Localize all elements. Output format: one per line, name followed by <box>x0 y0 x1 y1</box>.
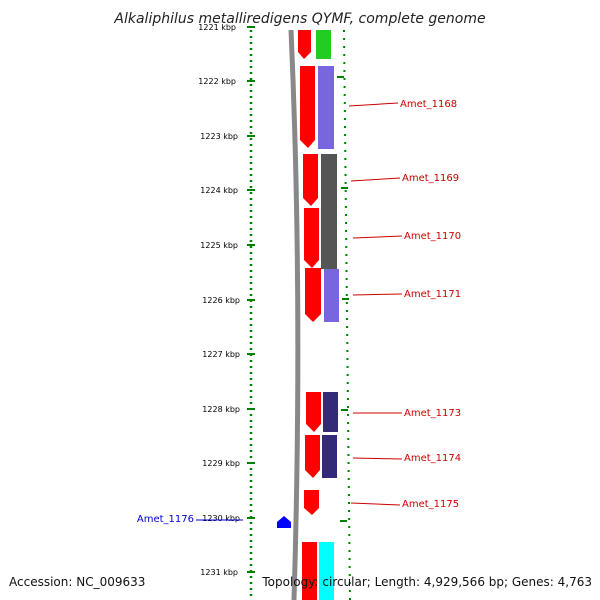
reverse-feature <box>277 516 291 528</box>
gene-label: Amet_1169 <box>402 173 459 184</box>
ruler-tick-label: 1224 kbp <box>200 186 238 195</box>
ruler-tick-label: 1222 kbp <box>198 77 236 86</box>
ruler-tick: 1226 kbp <box>202 296 255 305</box>
gene-label-group: Amet_1168 <box>348 99 457 110</box>
cds-feature <box>306 392 321 432</box>
ruler-tick-label: 1228 kbp <box>202 405 240 414</box>
ruler-tick: 1224 kbp <box>200 186 255 195</box>
gene-labels: Amet_1168 Amet_1169 Amet_1170 Amet_1171 … <box>137 99 461 525</box>
ruler-tick: 1229 kbp <box>202 459 255 468</box>
cog-block-gray <box>321 154 337 269</box>
cog-block-navy <box>322 435 337 478</box>
ruler-tick: 1230 kbp <box>202 514 255 523</box>
ruler-tick-label: 1229 kbp <box>202 459 240 468</box>
cds-feature <box>303 154 318 206</box>
gene-label: Amet_1168 <box>400 99 457 110</box>
cog-block-cyan <box>319 542 334 600</box>
outer-ring <box>343 29 351 600</box>
accession-text: Accession: NC_009633 <box>9 575 145 589</box>
ruler-ticks: 1221 kbp 1222 kbp 1223 kbp 1224 kbp 1225… <box>198 23 255 577</box>
ruler-tick: 1227 kbp <box>202 350 255 359</box>
cds-feature <box>305 435 320 478</box>
ruler-tick-label: 1227 kbp <box>202 350 240 359</box>
ruler-tick-label: 1221 kbp <box>198 23 236 32</box>
gene-label-group: Amet_1169 <box>350 173 459 184</box>
cog-block-purple <box>318 66 334 149</box>
gene-label-group: Amet_1170 <box>352 231 461 242</box>
ruler-tick: 1222 kbp <box>198 77 255 86</box>
ruler-tick: 1221 kbp <box>198 23 255 32</box>
ruler-tick-label: 1230 kbp <box>202 514 240 523</box>
ruler-tick-label: 1225 kbp <box>200 241 238 250</box>
cds-feature <box>305 268 321 322</box>
ruler-tick: 1228 kbp <box>202 405 255 414</box>
outer-ring-ticks <box>337 76 349 522</box>
cog-block-green <box>316 30 331 59</box>
gene-label: Amet_1174 <box>404 453 461 464</box>
gene-label-group: Amet_1173 <box>353 408 461 419</box>
gene-label: Amet_1170 <box>404 231 461 242</box>
gene-label: Amet_1175 <box>402 499 459 510</box>
genome-backbone <box>288 29 301 600</box>
gene-label: Amet_1171 <box>404 289 461 300</box>
cog-block-purple <box>324 269 339 322</box>
gene-label-group-left: Amet_1176 <box>137 514 243 525</box>
cds-feature <box>298 30 311 59</box>
cds-feature <box>304 490 319 515</box>
ruler-tick-label: 1231 kbp <box>200 568 238 577</box>
cds-feature <box>302 542 317 600</box>
ruler-tick-label: 1226 kbp <box>202 296 240 305</box>
gene-label-group: Amet_1174 <box>352 453 461 464</box>
gene-label: Amet_1173 <box>404 408 461 419</box>
cds-feature <box>300 66 315 148</box>
cds-track <box>298 30 321 600</box>
cog-track <box>316 30 339 600</box>
gene-label: Amet_1176 <box>137 514 194 525</box>
genome-summary-text: Topology: circular; Length: 4,929,566 bp… <box>261 575 592 589</box>
gene-label-group: Amet_1171 <box>352 289 461 300</box>
gene-label-group: Amet_1175 <box>350 499 459 510</box>
cds-feature <box>304 208 319 268</box>
ruler-tick: 1223 kbp <box>200 132 255 141</box>
map-title: Alkaliphilus metalliredigens QYMF, compl… <box>113 11 485 27</box>
ruler-tick: 1231 kbp <box>200 568 255 577</box>
cog-block-navy <box>323 392 338 432</box>
ruler-tick-label: 1223 kbp <box>200 132 238 141</box>
ruler-tick: 1225 kbp <box>200 241 255 250</box>
